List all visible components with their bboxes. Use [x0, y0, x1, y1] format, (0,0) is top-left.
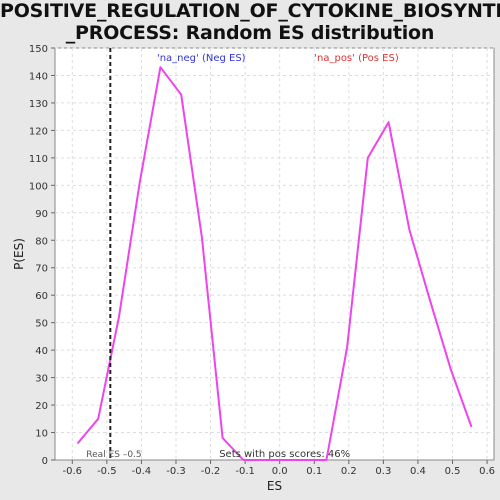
x-tick-label: 0.4: [410, 466, 426, 477]
y-tick-label: 30: [35, 374, 48, 385]
y-tick-label: 90: [35, 209, 48, 220]
es-distribution-line: [76, 66, 473, 461]
y-tick-label: 70: [35, 264, 48, 275]
x-tick-label: -0.4: [132, 466, 152, 477]
x-tick-label: -0.2: [201, 466, 221, 477]
x-tick-label: -0.3: [166, 466, 186, 477]
y-tick-label: 110: [29, 154, 48, 165]
x-tick-label: 0.1: [306, 466, 322, 477]
x-tick-label: -0.5: [97, 466, 117, 477]
x-tick-label: 0.2: [341, 466, 357, 477]
x-tick-label: 0.5: [445, 466, 461, 477]
chart-title: POSITIVE_REGULATION_OF_CYTOKINE_BIOSYNTH…: [0, 0, 500, 44]
y-tick-label: 60: [35, 291, 48, 302]
y-axis-label: P(ES): [12, 238, 26, 270]
pos-es-label: 'na_pos' (Pos ES): [314, 53, 399, 64]
y-tick-label: 130: [29, 99, 48, 110]
pos-scores-label: Sets with pos scores: 46%: [219, 449, 350, 460]
x-tick-label: -0.1: [235, 466, 255, 477]
x-axis-label: ES: [267, 479, 282, 493]
y-tick-label: 120: [29, 126, 48, 137]
y-tick-label: 50: [35, 319, 48, 330]
x-tick-label: -0.6: [63, 466, 83, 477]
neg-es-label: 'na_neg' (Neg ES): [157, 53, 246, 64]
y-tick-label: 20: [35, 401, 48, 412]
x-tick-label: 0.0: [272, 466, 288, 477]
y-tick-label: 0: [42, 456, 48, 467]
x-tick-label: 0.3: [375, 466, 391, 477]
real-es-label: Real ES –0.5: [86, 450, 141, 460]
y-tick-label: 150: [29, 44, 48, 55]
y-tick-label: 10: [35, 429, 48, 440]
y-tick-label: 140: [29, 71, 48, 82]
y-tick-label: 100: [29, 181, 48, 192]
plot-area: [54, 47, 495, 461]
y-tick-label: 80: [35, 236, 48, 247]
y-tick-label: 40: [35, 346, 48, 357]
x-tick-label: 0.6: [479, 466, 495, 477]
